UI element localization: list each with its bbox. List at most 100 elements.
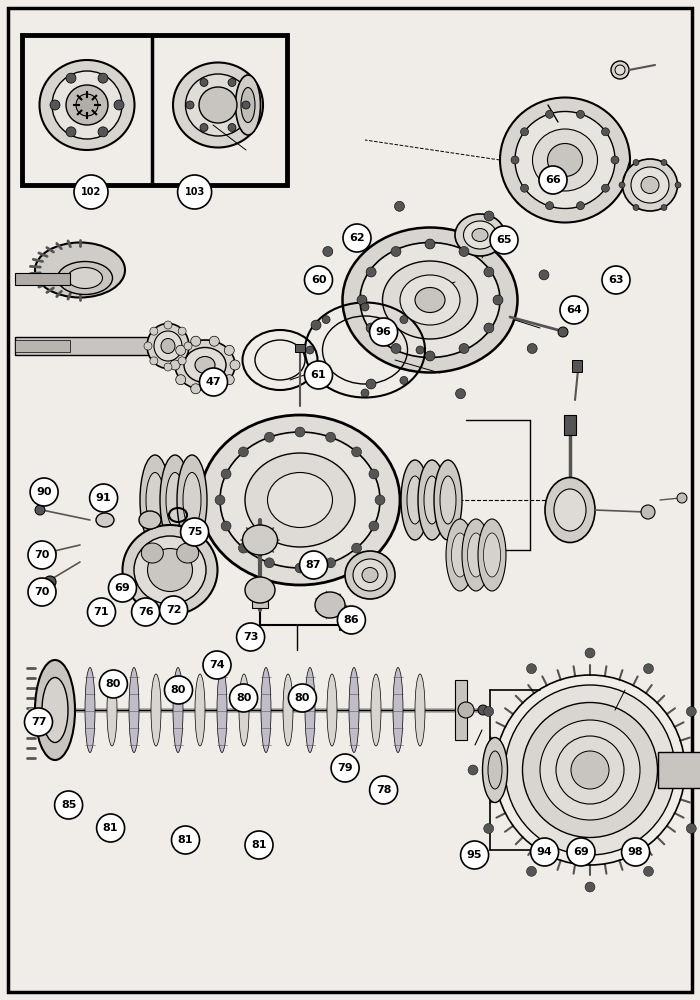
Ellipse shape [424,476,440,524]
Circle shape [526,866,536,876]
Text: 95: 95 [467,850,482,860]
Ellipse shape [261,668,271,752]
Text: 80: 80 [171,685,186,695]
Circle shape [558,327,568,337]
Ellipse shape [382,261,477,339]
Bar [15,337,155,355]
Ellipse shape [195,674,205,746]
Text: 47: 47 [206,377,221,387]
Circle shape [265,432,274,442]
Circle shape [539,166,567,194]
Ellipse shape [434,460,462,540]
Text: 102: 102 [81,187,101,197]
Ellipse shape [35,242,125,298]
Text: 69: 69 [115,583,130,593]
Circle shape [366,267,376,277]
Circle shape [585,882,595,892]
Ellipse shape [175,340,235,390]
Ellipse shape [140,455,170,545]
Circle shape [66,73,76,83]
Circle shape [619,182,625,188]
Circle shape [641,505,655,519]
Circle shape [221,521,231,531]
Ellipse shape [154,331,182,361]
Circle shape [484,267,494,277]
Ellipse shape [622,159,678,211]
Ellipse shape [139,511,161,529]
Circle shape [521,128,528,136]
Bar [658,752,700,788]
Text: 71: 71 [94,607,109,617]
Ellipse shape [35,660,75,760]
Ellipse shape [200,415,400,585]
Circle shape [391,343,401,353]
Ellipse shape [42,678,68,742]
Circle shape [44,576,56,588]
Circle shape [230,360,240,370]
Circle shape [25,708,52,736]
Ellipse shape [107,674,117,746]
Ellipse shape [245,577,275,603]
Circle shape [322,316,330,324]
Circle shape [484,823,494,833]
Circle shape [209,336,219,346]
Ellipse shape [242,525,277,555]
Circle shape [484,211,494,221]
Text: 62: 62 [349,233,365,243]
Text: 85: 85 [61,800,76,810]
Circle shape [661,159,667,165]
Text: 64: 64 [566,305,582,315]
Ellipse shape [327,674,337,746]
Ellipse shape [478,519,506,591]
Circle shape [545,202,554,210]
Ellipse shape [52,71,122,139]
Circle shape [66,127,76,137]
Circle shape [375,495,385,505]
Text: 80: 80 [106,679,121,689]
Ellipse shape [401,460,429,540]
Circle shape [322,376,330,384]
Text: 70: 70 [34,550,50,560]
Circle shape [459,343,469,353]
Ellipse shape [173,62,263,147]
Circle shape [661,205,667,211]
Circle shape [511,156,519,164]
Circle shape [526,664,536,674]
Circle shape [74,175,108,209]
Circle shape [97,814,125,842]
Ellipse shape [267,473,332,528]
Circle shape [585,648,595,658]
Circle shape [265,558,274,568]
Ellipse shape [440,476,456,524]
Circle shape [242,101,250,109]
Bar [22,35,287,185]
Ellipse shape [241,88,255,122]
Circle shape [361,389,369,397]
Circle shape [361,303,369,311]
Circle shape [456,389,466,399]
Ellipse shape [472,229,488,241]
Circle shape [521,184,528,192]
Circle shape [493,295,503,305]
Ellipse shape [515,111,615,209]
Circle shape [560,296,588,324]
Circle shape [35,505,45,515]
Circle shape [178,175,211,209]
Text: 90: 90 [36,487,52,497]
Circle shape [184,342,192,350]
Circle shape [178,327,186,335]
Circle shape [170,360,180,370]
Ellipse shape [160,455,190,545]
Circle shape [221,469,231,479]
Circle shape [28,578,56,606]
Bar [564,415,576,435]
Circle shape [176,375,186,385]
Ellipse shape [400,275,460,325]
Ellipse shape [305,668,315,752]
Text: 87: 87 [306,560,321,570]
Text: 80: 80 [295,693,310,703]
Circle shape [545,110,554,118]
Circle shape [98,73,108,83]
Ellipse shape [315,592,345,618]
Circle shape [237,623,265,651]
